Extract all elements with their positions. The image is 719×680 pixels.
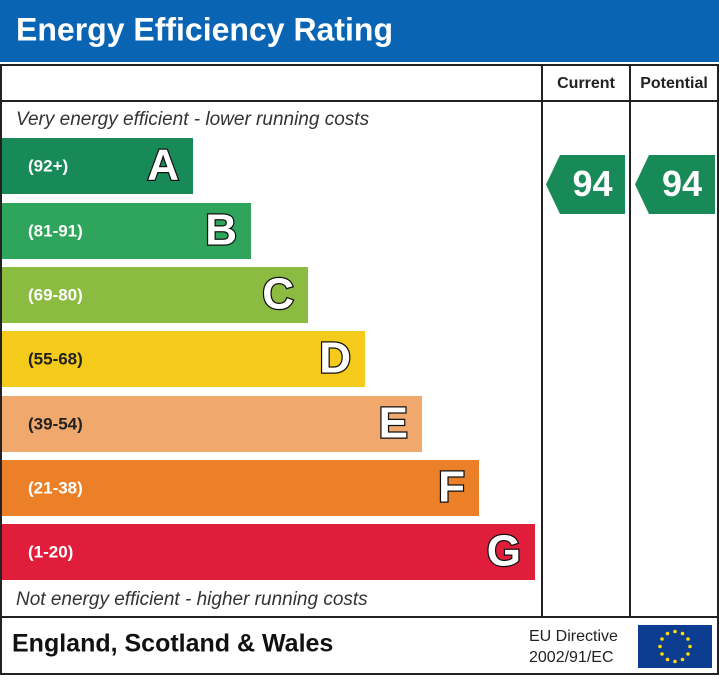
rating-arrow (635, 155, 715, 214)
header-bar (0, 0, 719, 62)
rating-value: 94 (662, 163, 702, 204)
eu-star (660, 637, 664, 641)
band-letter: C (262, 270, 294, 319)
eu-star (673, 629, 677, 634)
eu-star (660, 652, 664, 656)
rating-value: 94 (572, 163, 612, 204)
eu-star (673, 659, 677, 664)
eu-star (665, 631, 670, 636)
column-header: Potential (640, 75, 708, 92)
directive: 2002/91/EC (529, 649, 614, 666)
band-bar (2, 524, 535, 580)
column-header: Current (557, 75, 615, 92)
region: England, Scotland & Wales (12, 630, 333, 658)
eu-star (686, 637, 690, 641)
eu-star (686, 652, 690, 656)
band-range: (55-68) (28, 349, 83, 368)
band-letter: F (438, 463, 465, 512)
directive: EU Directive (529, 628, 618, 645)
frame (0, 64, 719, 675)
rating-arrow (546, 155, 625, 214)
band-bar (2, 267, 308, 323)
band-letter: E (379, 399, 408, 448)
title: Energy Efficiency Rating (16, 11, 393, 47)
band-range: (92+) (28, 156, 68, 175)
eu-star (680, 657, 685, 662)
band-range: (69-80) (28, 285, 83, 304)
eu-star (665, 657, 670, 662)
band-bar (2, 138, 193, 194)
band-range: (1-20) (28, 542, 73, 561)
top-note: Very energy efficient - lower running co… (16, 109, 370, 130)
band-bar (2, 331, 365, 387)
band-bar (2, 396, 422, 452)
eu-star (680, 631, 685, 636)
band-letter: G (487, 527, 521, 576)
band-range: (21-38) (28, 478, 83, 497)
band-letter: A (147, 141, 179, 190)
bottom-note: Not energy efficient - higher running co… (16, 589, 368, 610)
band-bar (2, 460, 479, 516)
eu-star (658, 644, 662, 649)
eu-star (688, 644, 692, 649)
band-bar (2, 203, 251, 259)
band-letter: D (319, 334, 351, 383)
band-range: (39-54) (28, 414, 83, 433)
band-letter: B (205, 206, 237, 255)
band-range: (81-91) (28, 221, 83, 240)
